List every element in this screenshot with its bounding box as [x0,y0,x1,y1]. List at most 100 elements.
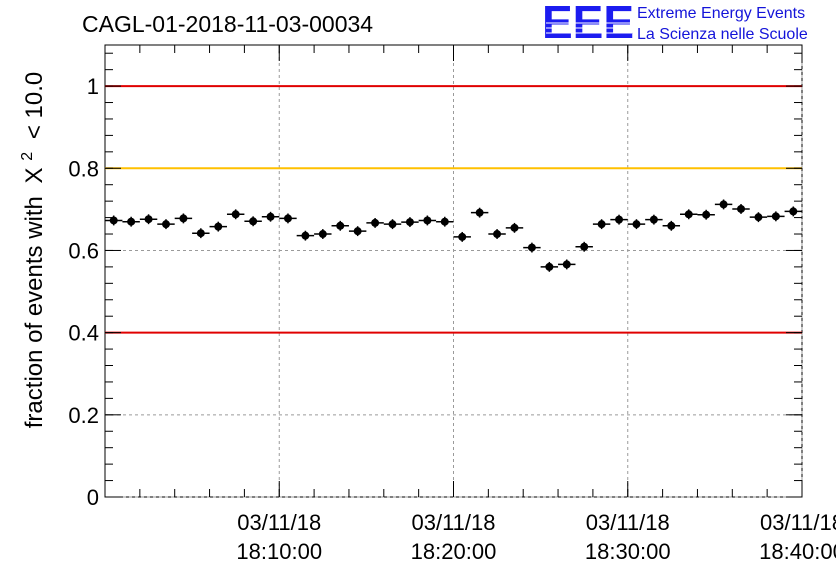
y-axis: 0 0.2 0.4 0.6 0.8 1 [68,52,802,510]
y-tick-label: 0.6 [68,238,99,263]
y-tick-label: 0.4 [68,321,99,346]
data-point [139,214,158,225]
x-tick-label-time: 18:30:00 [585,539,671,564]
data-point [505,222,524,233]
data-marker [684,210,693,219]
data-marker [649,215,658,224]
data-marker [562,260,571,269]
x-tick-label-date: 03/11/18 [411,510,495,535]
data-marker [214,222,223,231]
data-point [192,228,210,239]
data-point [436,216,454,227]
data-point [680,209,698,220]
data-point [296,230,315,241]
data-marker [109,216,118,225]
x-tick-label-time: 18:20:00 [411,539,497,564]
data-marker [266,212,275,221]
data-marker [231,210,240,219]
data-marker [737,204,746,213]
data-marker [667,221,676,230]
data-marker [336,221,345,230]
eee-logo-line1: Extreme Energy Events [637,5,805,22]
eee-logo: EEE Extreme Energy Events La Scienza nel… [542,0,808,48]
data-marker [632,220,641,229]
data-point [645,214,663,225]
y-axis-label-exponent: 2 [19,152,36,161]
data-point [418,215,437,226]
data-marker [127,217,136,226]
data-point [749,212,768,223]
y-axis-label-symbol: X [21,167,48,183]
data-marker [388,220,397,229]
data-point [279,213,297,224]
data-marker [371,218,380,227]
data-marker [318,230,327,239]
data-point [122,216,140,227]
data-marker [510,223,519,232]
data-marker [493,230,502,239]
x-tick-label-date: 03/11/18 [237,510,321,535]
data-point [697,209,715,220]
data-point [157,219,175,230]
data-marker [179,214,188,223]
data-point [488,229,506,239]
data-point [209,221,227,232]
data-marker [615,215,624,224]
data-marker [702,210,711,219]
data-marker [283,214,292,223]
data-point [314,229,332,239]
eee-logo-line2: La Scienza nelle Scuole [637,26,808,43]
data-point [331,220,349,231]
data-marker [301,231,310,240]
data-marker [527,243,536,252]
data-point [383,219,402,230]
data-point [592,219,611,230]
data-marker [353,227,362,236]
data-marker [423,216,432,225]
chart-title: CAGL-01-2018-11-03-00034 [82,11,373,37]
y-axis-label-suffix: < 10.0 [21,72,48,139]
x-tick-label-time: 18:40:00 [759,539,836,564]
y-axis-label: fraction of events with X 2 < 10.0 [11,72,48,428]
data-point [732,204,750,214]
data-marker [789,207,798,216]
y-tick-label: 0 [87,485,99,510]
data-marker [597,220,606,229]
data-point [453,231,471,242]
data-marker [440,217,449,226]
y-tick-label: 1 [87,74,99,99]
data-marker [161,220,170,229]
data-series [105,199,802,272]
data-marker [405,218,414,227]
data-marker [458,232,467,241]
data-marker [545,262,554,271]
data-point [401,217,419,228]
y-axis-label-main: fraction of events with [21,196,48,428]
y-tick-label: 0.2 [68,403,99,428]
x-axis: 03/11/18 18:10:00 03/11/18 18:20:00 03/11/18… [104,45,836,564]
data-point [784,206,802,217]
data-marker [475,208,484,217]
data-point [575,241,593,252]
data-point [662,220,681,231]
data-point [105,215,123,226]
data-point [366,217,384,228]
data-point [244,216,262,227]
data-point [348,226,367,237]
data-point [174,213,193,224]
data-marker [196,229,205,238]
data-marker [249,217,258,226]
data-marker [580,242,589,251]
data-point [767,211,785,222]
data-point [714,199,733,210]
data-marker [771,212,780,221]
data-point [523,242,541,253]
data-marker [719,200,728,209]
eee-logo-mark: EEE [542,0,634,48]
data-point [540,261,559,272]
data-point [470,207,489,218]
y-tick-label: 0.8 [68,156,99,181]
reference-lines [105,85,802,334]
data-point [226,209,245,220]
